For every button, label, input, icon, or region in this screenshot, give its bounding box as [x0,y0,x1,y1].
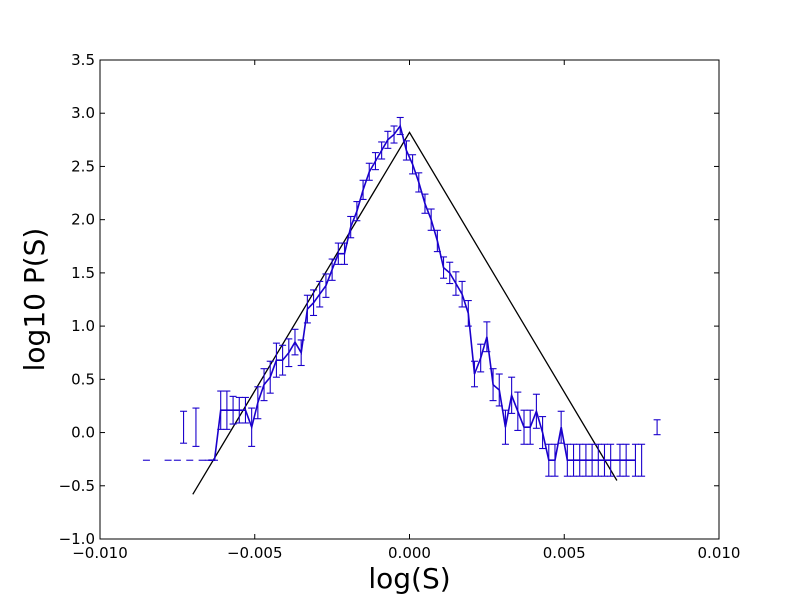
y-tick-label: 3.0 [71,104,95,122]
data-point [489,368,497,402]
data-point [526,409,534,445]
data-point [545,443,553,477]
data-point [631,443,639,477]
x-tick-label: 0.000 [388,544,431,562]
y-tick-label: −0.5 [59,477,95,495]
data-point [514,391,522,431]
data-point [477,343,485,373]
data-point [180,410,188,444]
data-point [653,419,661,436]
data-point [285,338,293,368]
data-point [353,201,361,222]
data-point [415,172,423,193]
data-point [266,360,274,394]
data-point [495,373,503,407]
data-point [557,410,565,444]
data-point [458,280,466,308]
data-point [279,344,287,376]
data-point [622,443,630,477]
data-point [248,407,256,447]
data-point [483,321,491,353]
data-point [223,390,231,430]
data-point [254,386,262,420]
data-point [316,280,324,308]
data-point [334,242,342,265]
data-point [260,368,268,402]
data-point [322,273,330,298]
data-point [347,215,355,239]
data-series [142,116,661,477]
data-point [217,390,225,430]
data-point [532,393,540,429]
y-axis: −1.0 −0.5 0.0 0.5 1.0 1.5 2.0 2.5 3.0 3.5 [59,51,719,548]
data-point [570,443,578,477]
data-point [359,179,367,200]
data-point [582,443,590,477]
data-point [440,256,448,279]
x-tick-label: −0.005 [227,544,283,562]
data-point [378,141,386,160]
y-tick-label: 2.5 [71,157,95,175]
y-tick-label: 3.5 [71,51,95,69]
data-point [384,130,392,149]
data-point [638,443,646,477]
data-point [409,154,417,175]
data-point [328,258,336,281]
data-point [229,395,237,425]
y-tick-label: 0.5 [71,370,95,388]
x-tick-label: 0.010 [698,544,741,562]
y-tick-label: −1.0 [59,530,95,548]
data-point [235,396,243,424]
data-point [433,229,441,253]
data-point [470,360,478,388]
y-tick-label: 1.0 [71,317,95,335]
x-tick-label: 0.005 [543,544,586,562]
data-point [396,116,404,136]
y-tick-label: 0.0 [71,424,95,442]
data-point [427,208,435,231]
data-point [588,443,596,477]
data-point [616,443,624,477]
data-point [365,162,373,181]
data-point [464,300,472,327]
data-point [508,376,516,414]
x-axis: −0.010 −0.005 0.000 0.005 0.010 [72,60,740,562]
data-point [607,443,615,477]
data-point [501,409,509,445]
data-point [272,342,280,378]
data-point [297,339,305,367]
y-tick-label: 1.5 [71,264,95,282]
data-point [303,294,311,324]
fit-line [192,131,618,495]
data-point [291,328,299,356]
y-tick-label: 2.0 [71,211,95,229]
data-point [551,443,559,477]
data-point [600,443,608,477]
data-point [446,261,454,285]
data-point [241,396,249,424]
data-point [402,140,410,161]
data-point [520,409,528,445]
data-point [310,289,318,317]
data-point [390,125,398,144]
data-point [539,416,547,450]
data-point [576,443,584,477]
data-point [452,271,460,296]
data-point [594,443,602,477]
data-point [371,152,379,171]
fit-series [192,131,618,495]
x-tick-label: −0.010 [72,544,128,562]
data-point [192,407,200,447]
data-point [341,242,349,265]
y-axis-label: log10 P(S) [18,228,51,372]
data-point [563,443,571,477]
data-point [421,193,429,214]
x-axis-label: log(S) [368,562,450,595]
